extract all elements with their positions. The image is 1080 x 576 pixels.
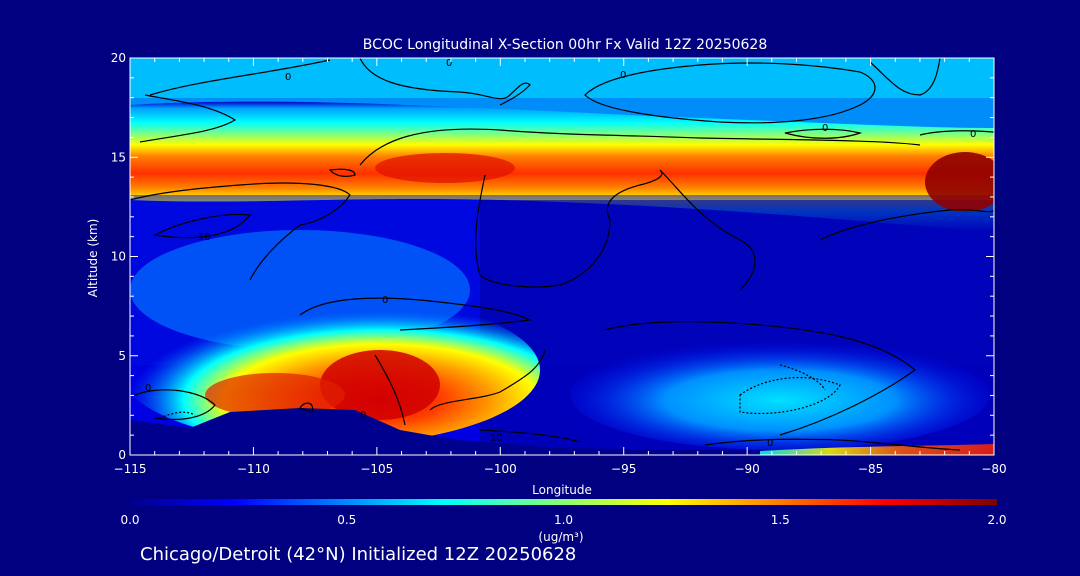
colorbar-tick-label: 2.0 [987,513,1006,527]
contour-label: 0 [382,295,388,306]
x-tick-label: −85 [858,462,883,476]
colorbar-tick-label: 0.5 [337,513,356,527]
contour-label: 0 [360,410,366,421]
contour-lines [130,58,994,451]
contour-label: 0 [970,129,976,140]
colorbar [130,499,997,505]
y-tick-label: 20 [111,51,126,65]
colorbar-units: (ug/m³) [538,530,583,544]
x-tick-label: −110 [237,462,270,476]
contour-label-group: 0 0 0 0 0 0 0 0 0 10 10 [145,58,976,449]
chart-title: BCOC Longitudinal X-Section 00hr Fx Vali… [363,37,767,53]
x-axis-label: Longitude [532,483,592,497]
y-tick-label: 15 [111,150,126,164]
colorbar-tick-label: 1.0 [554,513,573,527]
x-tick-label: −115 [114,462,147,476]
y-axis: 0 5 10 15 20 [111,51,994,462]
colorbar-tick-label: 0.0 [120,513,139,527]
x-axis: −115 −110 −105 −100 −95 −90 −85 −80 [114,58,1007,476]
x-tick-label: −100 [484,462,517,476]
contour-label: 10 [198,232,211,243]
colorbar-tick-label: 1.5 [771,513,790,527]
y-tick-label: 5 [118,349,126,363]
x-tick-label: −95 [611,462,636,476]
contour-label: 10 [490,433,503,444]
contour-label: 0 [446,58,452,69]
x-tick-label: −80 [981,462,1006,476]
contour-label: 0 [822,123,828,134]
x-tick-label: −90 [734,462,759,476]
y-tick-label: 10 [111,250,126,264]
contour-label: 0 [145,383,151,394]
contour-label: 0 [767,438,773,449]
colorbar-ticks: 0.0 0.5 1.0 1.5 2.0 [120,513,1006,527]
heatmap-field [130,58,994,455]
y-axis-label: Altitude (km) [86,219,100,298]
contour-label: 0 [620,70,626,81]
y-tick-label: 0 [118,448,126,462]
x-tick-label: −105 [360,462,393,476]
footer-text: Chicago/Detroit (42°N) Initialized 12Z 2… [140,544,576,565]
contour-label: 0 [285,72,291,83]
